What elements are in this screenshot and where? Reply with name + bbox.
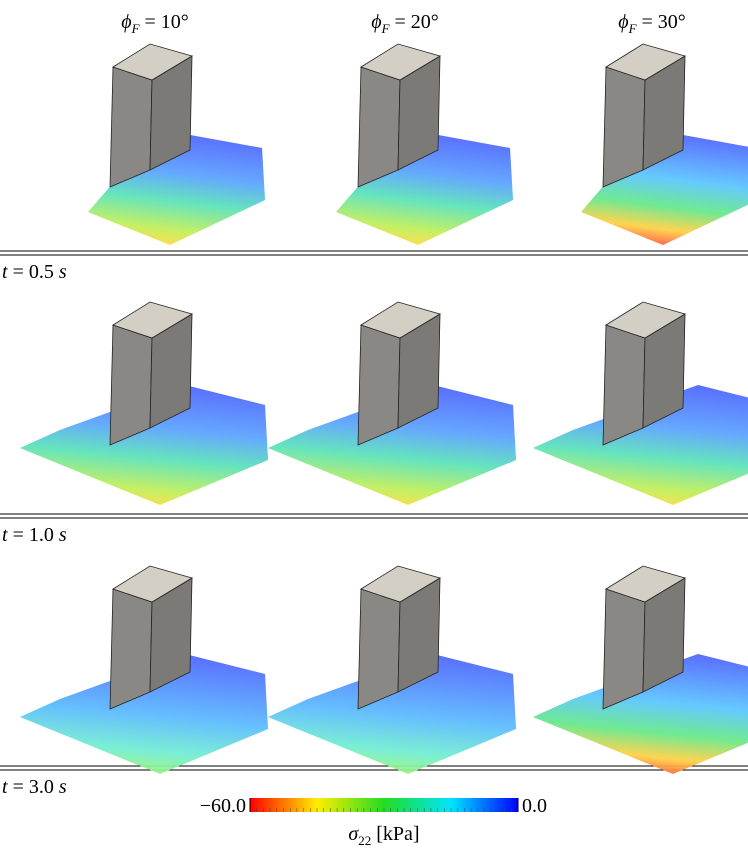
simulation-panel bbox=[20, 301, 268, 505]
particle-texture bbox=[581, 135, 748, 245]
particle-texture bbox=[533, 654, 748, 774]
simulation-panel bbox=[581, 43, 748, 245]
pillar-top-face bbox=[605, 301, 686, 339]
simulation-panels bbox=[20, 43, 748, 774]
pillar-left-face bbox=[109, 588, 153, 710]
pillar-top-face bbox=[112, 565, 193, 603]
pillar-top-face bbox=[605, 565, 686, 603]
particle-texture bbox=[268, 385, 516, 505]
particle-texture bbox=[533, 385, 748, 505]
column-headers: ϕF = 10° ϕF = 20° ϕF = 30° bbox=[121, 11, 686, 36]
colorbar-min-label: −60.0 bbox=[200, 795, 246, 817]
simulation-panel bbox=[88, 43, 265, 245]
pillar-left-face bbox=[357, 588, 401, 710]
pillar-left-face bbox=[357, 66, 401, 188]
simulation-panel bbox=[336, 43, 513, 245]
row-label: t = 0.5 s bbox=[2, 261, 67, 283]
simulation-panel bbox=[20, 565, 268, 774]
particle-texture bbox=[20, 654, 268, 774]
row-label: t = 3.0 s bbox=[2, 776, 67, 798]
column-header: ϕF = 10° bbox=[121, 11, 189, 36]
pillar-left-face bbox=[602, 66, 646, 188]
simulation-panel bbox=[268, 565, 516, 774]
pillar-left-face bbox=[602, 588, 646, 710]
pillar-top-face bbox=[360, 43, 441, 81]
pillar-top-face bbox=[112, 301, 193, 339]
column-header: ϕF = 30° bbox=[618, 11, 686, 36]
pillar-top-face bbox=[360, 565, 441, 603]
pillar-top-face bbox=[605, 43, 686, 81]
particle-texture bbox=[20, 385, 268, 505]
colorbar-title: σ22 [kPa] bbox=[348, 823, 419, 848]
pillar-top-face bbox=[360, 301, 441, 339]
row-label: t = 1.0 s bbox=[2, 524, 67, 546]
row-separators bbox=[0, 250, 748, 771]
simulation-panel bbox=[533, 301, 748, 505]
simulation-panel bbox=[533, 565, 748, 774]
particle-texture bbox=[268, 654, 516, 774]
colorbar: −60.0 0.0 σ22 [kPa] bbox=[200, 795, 547, 848]
pillar-left-face bbox=[357, 324, 401, 446]
pillar-top-face bbox=[112, 43, 193, 81]
column-header: ϕF = 20° bbox=[371, 11, 439, 36]
pillar-left-face bbox=[109, 324, 153, 446]
pillar-left-face bbox=[109, 66, 153, 188]
pillar-left-face bbox=[602, 324, 646, 446]
row-labels: t = 0.5 s t = 1.0 s t = 3.0 s bbox=[2, 261, 67, 798]
particle-texture bbox=[336, 135, 513, 245]
colorbar-max-label: 0.0 bbox=[522, 795, 547, 817]
particle-texture bbox=[88, 135, 265, 245]
simulation-panel bbox=[268, 301, 516, 505]
